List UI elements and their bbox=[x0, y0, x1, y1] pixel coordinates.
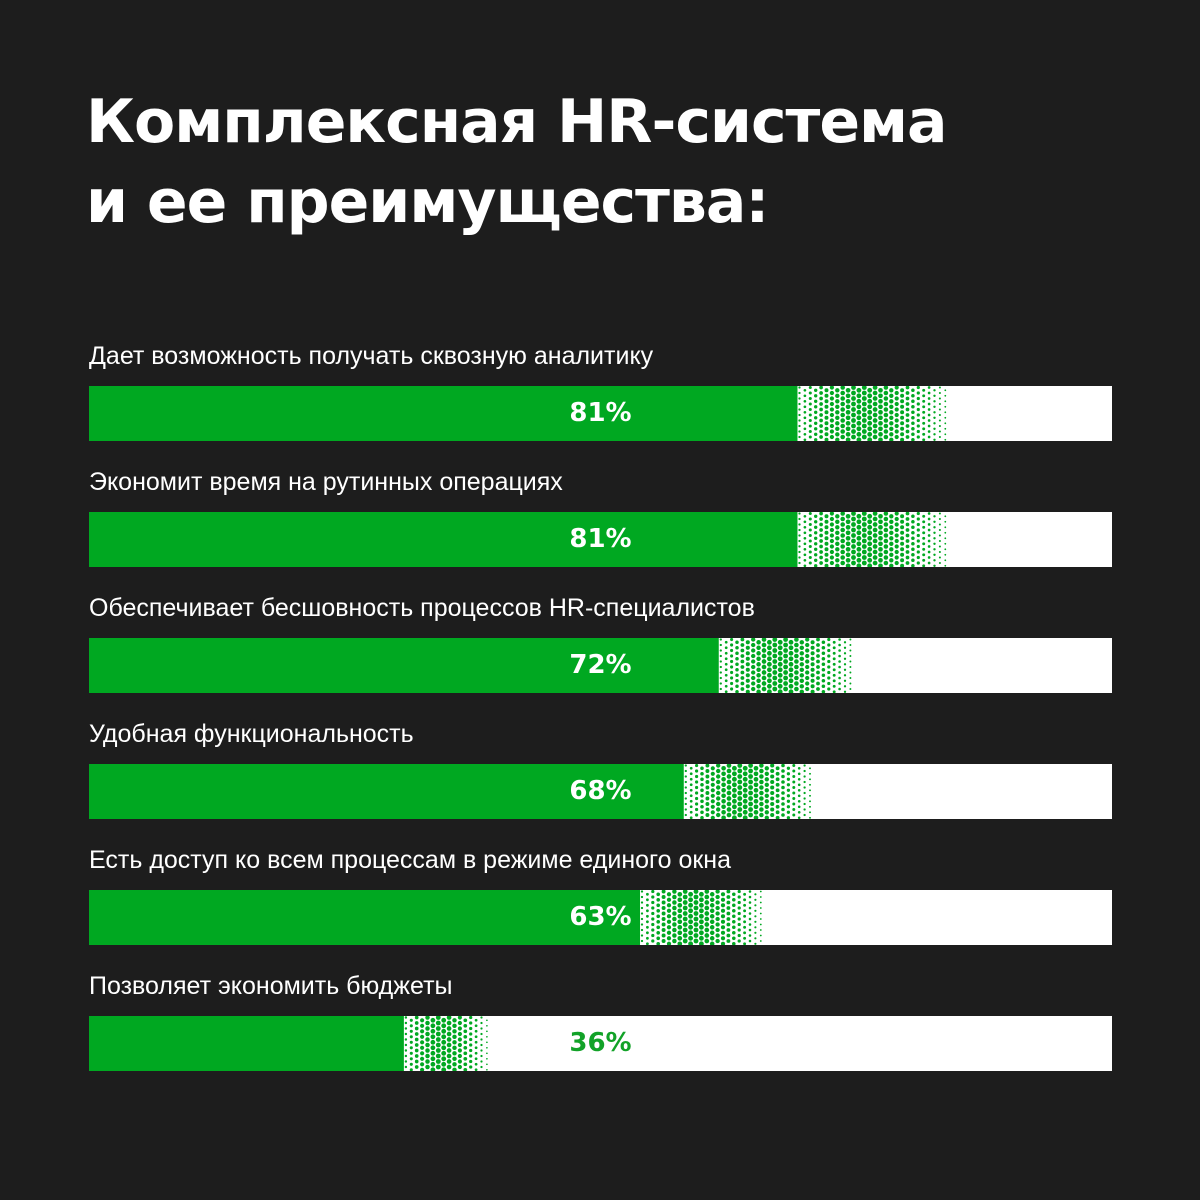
bar-fill bbox=[89, 638, 719, 693]
bar-category-label: Удобная функциональность bbox=[89, 720, 414, 748]
bar-halftone bbox=[640, 890, 762, 945]
bar-track bbox=[89, 386, 1112, 441]
bar-row: Экономит время на рутинных операциях 81% bbox=[89, 462, 1112, 588]
bar-row: Обеспечивает бесшовность процессов HR-сп… bbox=[89, 588, 1112, 714]
bar-value-label: 36% bbox=[569, 1028, 632, 1058]
title-line-2: и ее преимущества: bbox=[86, 167, 769, 237]
bar-row: Удобная функциональность 68% bbox=[89, 714, 1112, 840]
bar-graphic bbox=[89, 764, 811, 819]
bar-category-label: Есть доступ ко всем процессам в режиме е… bbox=[89, 846, 732, 874]
bar-graphic bbox=[89, 890, 762, 945]
bar-fill bbox=[89, 512, 798, 567]
bar-row: Дает возможность получать сквозную анали… bbox=[89, 336, 1112, 462]
bar-graphic bbox=[89, 512, 947, 567]
bar-track bbox=[89, 764, 1112, 819]
bar-track bbox=[89, 1016, 1112, 1071]
bar-value-label: 63% bbox=[569, 902, 632, 932]
bar-fill bbox=[89, 764, 684, 819]
bar-category-label: Дает возможность получать сквозную анали… bbox=[89, 342, 654, 370]
bar-value-label: 81% bbox=[569, 398, 632, 428]
bar-value-label: 81% bbox=[569, 524, 632, 554]
bar-halftone bbox=[798, 386, 947, 441]
bar-category-label: Обеспечивает бесшовность процессов HR-сп… bbox=[89, 594, 755, 622]
bar-row: Позволяет экономить бюджеты 36% bbox=[89, 966, 1112, 1092]
page-title: Комплексная HR-система и ее преимущества… bbox=[86, 82, 1126, 242]
bar-chart: Дает возможность получать сквозную анали… bbox=[89, 336, 1112, 1092]
bar-track bbox=[89, 638, 1112, 693]
title-line-1: Комплексная HR-система bbox=[86, 87, 948, 157]
bar-category-label: Позволяет экономить бюджеты bbox=[89, 972, 453, 1000]
bar-graphic bbox=[89, 1016, 488, 1071]
bar-halftone bbox=[404, 1016, 488, 1071]
bar-fill bbox=[89, 386, 798, 441]
bar-graphic bbox=[89, 386, 947, 441]
bar-graphic bbox=[89, 638, 852, 693]
bar-track bbox=[89, 512, 1112, 567]
bar-value-label: 68% bbox=[569, 776, 632, 806]
bar-category-label: Экономит время на рутинных операциях bbox=[89, 468, 563, 496]
bar-row: Есть доступ ко всем процессам в режиме е… bbox=[89, 840, 1112, 966]
bar-halftone bbox=[719, 638, 852, 693]
bar-fill bbox=[89, 890, 641, 945]
bar-track bbox=[89, 890, 1112, 945]
bar-value-label: 72% bbox=[569, 650, 632, 680]
bar-halftone bbox=[798, 512, 947, 567]
bar-halftone bbox=[684, 764, 811, 819]
bar-fill bbox=[89, 1016, 404, 1071]
